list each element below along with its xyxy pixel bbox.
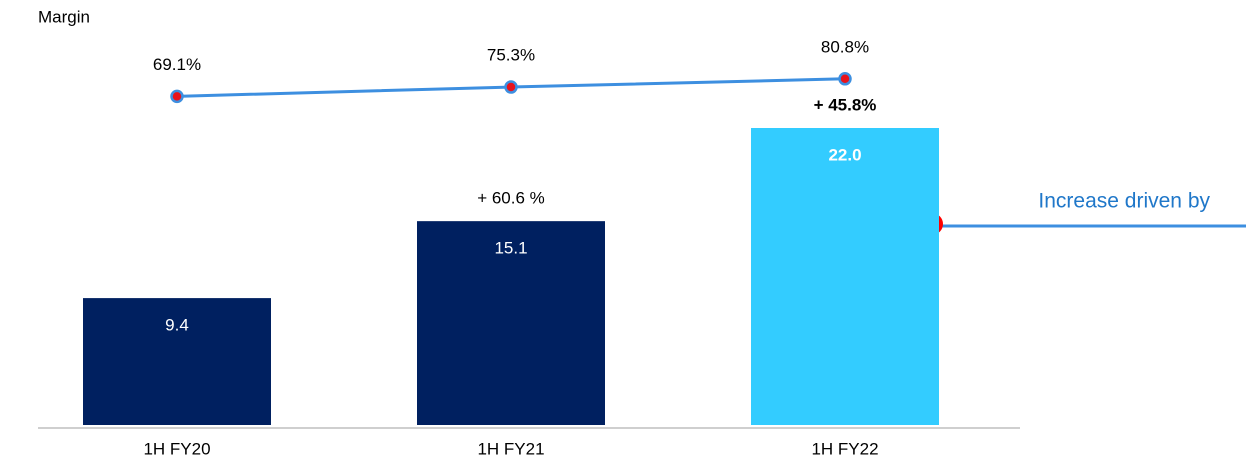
bar-value-label: 15.1 [494, 239, 527, 258]
line-value-label: 80.8% [821, 37, 869, 56]
bar [751, 128, 939, 425]
bar-value-label: 9.4 [165, 316, 189, 335]
chart-title: Margin [38, 7, 90, 26]
line-marker [504, 80, 518, 94]
x-tick-label: 1H FY20 [143, 439, 210, 458]
x-tick-label: 1H FY21 [477, 439, 544, 458]
growth-label: + 60.6 % [477, 189, 545, 208]
bar [417, 221, 605, 425]
annotation: Increase driven by [1038, 190, 1210, 213]
line-value-label: 75.3% [487, 46, 535, 65]
line-marker [170, 89, 184, 104]
x-tick-label: 1H FY22 [811, 439, 878, 458]
growth-label: + 45.8% [814, 95, 877, 114]
line-value-label: 69.1% [153, 55, 201, 74]
line-marker [838, 72, 852, 86]
bar [83, 298, 271, 425]
bar-value-label: 22.0 [828, 145, 861, 164]
